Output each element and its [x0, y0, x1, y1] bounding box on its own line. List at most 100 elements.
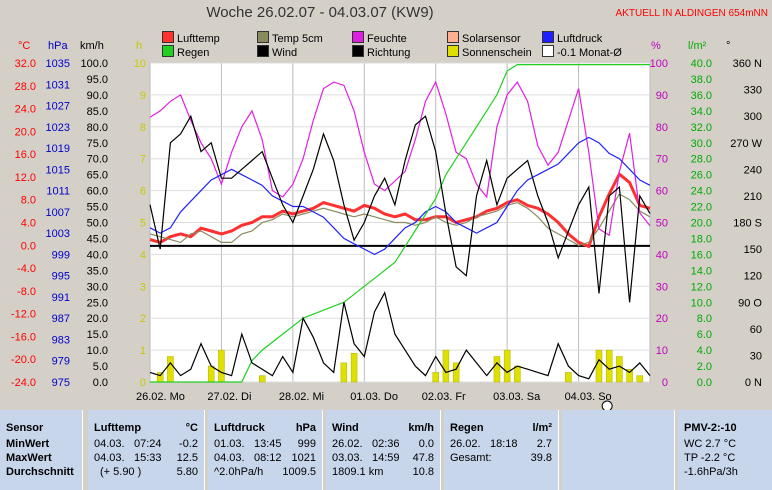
sunshine-bar — [595, 349, 603, 383]
pressure-tick-label: 1035 — [46, 58, 70, 70]
legend-label: -0.1 Monat-Ø — [557, 47, 622, 59]
stats-unit: l/m² — [532, 422, 552, 434]
pressure-tick-label: 1015 — [46, 164, 70, 176]
stats-unit: °C — [185, 422, 198, 434]
stats-title: Wind — [332, 422, 359, 434]
sun-tick-label: 7 — [140, 154, 146, 166]
wind-tick-label: 60.0 — [87, 186, 108, 198]
rain-tick-label: 24.0 — [691, 186, 712, 198]
temp-tick-label: -20.0 — [11, 354, 36, 366]
stats-time: 08:12 — [254, 452, 282, 464]
sun-tick-label: 5 — [140, 218, 146, 230]
stats-title: PMV-2:-10 — [684, 422, 737, 434]
stats-value: 5.80 — [176, 466, 198, 478]
stats-title: Luftdruck — [214, 422, 265, 434]
x-tick-label: 01.03. Do — [350, 391, 398, 403]
sunshine-bar — [503, 349, 511, 383]
sun-tick-label: 1 — [140, 345, 146, 357]
legend-wind[interactable]: Wind — [257, 45, 297, 59]
legend-label: Temp 5cm — [272, 33, 323, 45]
rain-tick-label: 34.0 — [691, 106, 712, 118]
legend-feuchte[interactable]: Feuchte — [352, 31, 407, 45]
time-marker-handle — [601, 400, 613, 410]
legend-label: Regen — [177, 47, 210, 59]
series-richtung — [149, 114, 651, 303]
stats-value: 1021 — [291, 452, 316, 464]
legend-sonnenschein[interactable]: Sonnenschein — [447, 45, 532, 59]
rain-tick-label: 36.0 — [691, 90, 712, 102]
stats-title: Lufttemp — [94, 422, 142, 434]
stats-unit: km/h — [408, 422, 434, 434]
direction-tick-label: 240 — [744, 164, 762, 176]
legend-temp5cm[interactable]: Temp 5cm — [257, 31, 323, 45]
pressure-tick-label: 1031 — [46, 79, 70, 91]
temp-tick-label: -12.0 — [11, 309, 36, 321]
legend-luftdruck[interactable]: Luftdruck — [542, 31, 602, 45]
stats-value: 0.0 — [418, 438, 434, 450]
direction-tick-label: 270 W — [730, 138, 762, 150]
wind-tick-label: 70.0 — [87, 154, 108, 166]
stats-note: ^2.0hPa/h — [214, 466, 264, 478]
stats-row-label: MaxWert — [6, 452, 52, 464]
temp-tick-label: -24.0 — [11, 377, 36, 389]
direction-tick-label: 210 — [744, 191, 762, 203]
rain-tick-label: 14.0 — [691, 265, 712, 277]
direction-tick-label: 330 — [744, 85, 762, 97]
direction-tick-label: 150 — [744, 244, 762, 256]
stats-date: 01.03. — [214, 438, 245, 450]
sun-tick-label: 3 — [140, 281, 146, 293]
sun-tick-label: 6 — [140, 186, 146, 198]
humidity-tick-label: 50 — [656, 218, 668, 230]
wind-tick-label: 45.0 — [87, 233, 108, 245]
sun-tick-label: 8 — [140, 122, 146, 134]
pressure-tick-label: 995 — [52, 271, 70, 283]
series-luftdruck — [149, 136, 651, 256]
pressure-tick-label: 1027 — [46, 101, 70, 113]
rain-tick-label: 10.0 — [691, 297, 712, 309]
temp-tick-label: 28.0 — [15, 81, 36, 93]
legend-lufttemp[interactable]: Lufttemp — [162, 31, 220, 45]
wind-tick-label: 85.0 — [87, 106, 108, 118]
legend-label: Lufttemp — [177, 33, 220, 45]
rain-tick-label: 16.0 — [691, 249, 712, 261]
stats-time: 13:45 — [254, 438, 282, 450]
sunshine-bar — [605, 349, 613, 383]
temp-tick-label: 8.0 — [21, 195, 36, 207]
wind-tick-label: 10.0 — [87, 345, 108, 357]
rain-tick-label: 6.0 — [697, 329, 712, 341]
rain-tick-label: 4.0 — [697, 345, 712, 357]
humidity-tick-label: 10 — [656, 345, 668, 357]
legend-solarsensor[interactable]: Solarsensor — [447, 31, 521, 45]
direction-tick-label: 360 N — [733, 58, 762, 70]
temp-tick-label: 20.0 — [15, 126, 36, 138]
stats-row-label: Durchschnitt — [6, 466, 74, 478]
temp-tick-label: -8.0 — [17, 286, 36, 298]
sunshine-bar — [565, 372, 572, 383]
legend-monat-avg[interactable]: -0.1 Monat-Ø — [542, 45, 622, 59]
rain-tick-label: 26.0 — [691, 170, 712, 182]
legend-regen[interactable]: Regen — [162, 45, 209, 59]
series-regen — [150, 63, 650, 383]
sunshine-bar — [167, 356, 174, 383]
station-alert: AKTUELL IN ALDINGEN 654mNN — [615, 8, 768, 19]
pressure-tick-label: 1023 — [46, 122, 70, 134]
wind-tick-label: 50.0 — [87, 218, 108, 230]
stats-sensor-title: Sensor — [6, 422, 44, 434]
x-tick-label: 04.03. So — [565, 391, 612, 403]
sun-tick-label: 4 — [140, 249, 146, 261]
x-tick-label: 26.02. Mo — [136, 391, 185, 403]
stats-time: 15:33 — [134, 452, 162, 464]
humidity-tick-label: 60 — [656, 186, 668, 198]
direction-tick-label: 300 — [744, 111, 762, 123]
legend-label: Solarsensor — [462, 33, 521, 45]
pressure-tick-label: 983 — [52, 334, 70, 346]
legend-richtung[interactable]: Richtung — [352, 45, 410, 59]
sunshine-bar — [452, 362, 460, 383]
pressure-tick-label: 975 — [52, 377, 70, 389]
temp-tick-label: -4.0 — [17, 263, 36, 275]
stats-date: 04.03. — [214, 452, 245, 464]
stats-sensor-panel: Sensor MinWert MaxWert Durchschnitt — [0, 410, 83, 490]
stats-lufttemp-panel: Lufttemp °C 04.03. 07:24 -0.2 04.03. 15:33 12… — [88, 410, 205, 490]
legend-label: Wind — [272, 47, 298, 59]
x-tick-label: 03.03. Sa — [493, 391, 541, 403]
